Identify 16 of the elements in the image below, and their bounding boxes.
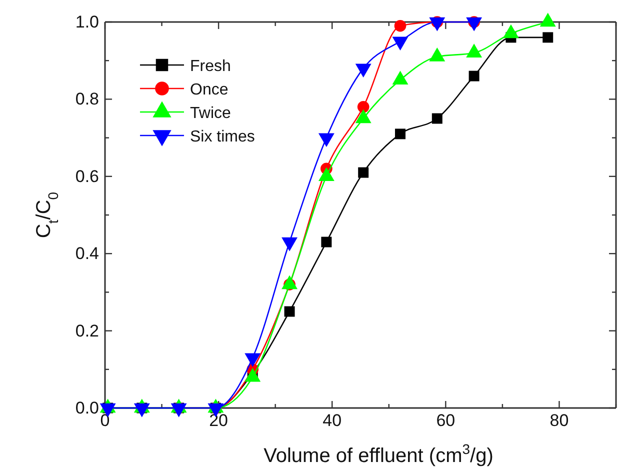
- legend-label: Six times: [190, 128, 255, 146]
- y-tick-label: 0.4: [75, 244, 99, 264]
- y-tick-label: 0.8: [75, 90, 99, 109]
- x-axis-title: Volume of effluent (cm$^{3}$/g): [264, 441, 494, 467]
- x-tick-label: 0: [100, 411, 110, 430]
- legend-label: Once: [190, 82, 228, 98]
- y-tick-label: 0.6: [75, 166, 99, 186]
- y-tick-label: 0.2: [75, 321, 99, 340]
- x-tick-label: 40: [322, 411, 342, 430]
- legend-label: Twice: [190, 105, 231, 122]
- x-tick-label: 20: [209, 411, 228, 430]
- text: 0.0: [75, 398, 99, 418]
- y-tick-label: 1.0: [75, 12, 99, 32]
- x-tick-label: 60: [436, 411, 456, 430]
- legend-label: Fresh: [190, 58, 231, 75]
- x-tick-label: 80: [550, 411, 569, 430]
